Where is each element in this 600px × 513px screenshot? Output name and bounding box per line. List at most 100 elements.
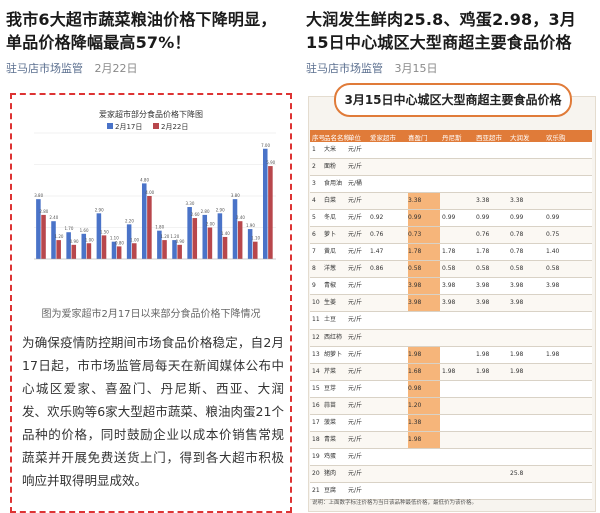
table-cell: 13 [312, 350, 320, 358]
table-cell: 0.58 [476, 265, 490, 273]
bar-label: 2.40 [49, 215, 58, 220]
table-cell: 0.58 [546, 265, 560, 273]
table-row: 17 菠菜 元/斤 1.38 [310, 414, 592, 432]
bar-label: 2.00 [206, 222, 215, 227]
table-cell: 元/桶 [348, 180, 363, 188]
table-cell: 1.98 [510, 367, 524, 375]
table-cell: 元/斤 [348, 214, 363, 222]
table-cell: 8 [312, 265, 316, 273]
bar-label: 1.20 [55, 234, 64, 239]
bar [51, 221, 56, 259]
table-row: 10 生姜 元/斤 3.98 3.98 3.98 3.98 [310, 295, 592, 313]
bar [207, 227, 213, 259]
table-cell: 元/斤 [348, 248, 363, 256]
table-cell: 元/斤 [348, 401, 363, 409]
bar-label: 2.90 [95, 207, 104, 212]
table-cell [546, 415, 582, 431]
bar-label: 1.20 [170, 234, 179, 239]
bar-label: 2.20 [125, 218, 134, 223]
bar [66, 232, 71, 259]
table-cell: 25.8 [510, 469, 524, 477]
table-cell [546, 176, 582, 192]
article-title[interactable]: 大润发生鲜肉25.8、鸡蛋2.98，3月15日中心城区大型商超主要食品价格 [306, 10, 577, 52]
table-cell [442, 312, 474, 328]
article-source[interactable]: 驻马店市场监管 [306, 62, 383, 75]
bar [177, 244, 182, 259]
table-row: 1 大米 元/斤 [310, 142, 592, 160]
table-cell [442, 330, 474, 346]
table-cell: 豆腐 [324, 486, 337, 494]
table-row: 7 黄瓜 元/斤 1.47 1.78 1.78 1.78 0.78 1.40 [310, 244, 592, 262]
article-card: 爱家超市部分食品价格下降图 2月17日 2月22日 3.80 2.40 1.70 1.60 2… [10, 93, 292, 513]
table-cell: 西红柿 [324, 333, 343, 341]
table-cell [546, 466, 582, 482]
bar-label: 0.80 [115, 240, 124, 245]
table-cell: 冬瓜 [324, 214, 337, 222]
table-cell [442, 483, 474, 499]
table-cell: 白菜 [324, 197, 337, 205]
bar [86, 243, 92, 259]
table-cell: 青椒 [324, 282, 337, 290]
article-title[interactable]: 我市6大超市蔬菜粮油价格下降明显，单品价格降幅最高57%！ [6, 10, 277, 52]
table-cell [442, 176, 474, 192]
table-cell: 3.98 [408, 278, 440, 295]
table-cell: 元/斤 [348, 452, 363, 460]
table-cell: 食用油 [324, 180, 343, 188]
table-cell [370, 415, 406, 431]
table-cell: 土豆 [324, 316, 337, 324]
bar [116, 246, 122, 259]
chart-title: 爱家超市部分食品价格下降图 [99, 109, 203, 119]
bar-label: 5.90 [266, 160, 275, 165]
table-cell: 面粉 [324, 163, 337, 171]
table-cell [442, 193, 474, 209]
table-cell: 猪肉 [324, 469, 337, 477]
table-cell [546, 295, 582, 311]
table-cell: 元/斤 [348, 316, 363, 324]
article-meta: 驻马店市场监管 3月15日 [306, 60, 596, 75]
table-cell: 0.58 [408, 261, 440, 278]
table-cell [442, 432, 474, 448]
bar-label: 2.90 [216, 207, 225, 212]
table-cell: 3.38 [408, 193, 440, 210]
table-row: 9 青椒 元/斤 3.98 3.98 3.98 3.98 3.98 [310, 278, 592, 296]
table-cell [476, 330, 508, 346]
table-cell [546, 483, 582, 499]
bar-label: 4.00 [145, 190, 154, 195]
bar-label: 1.90 [246, 223, 255, 228]
bar [157, 230, 162, 259]
bar [232, 199, 238, 259]
table-cell [370, 381, 406, 397]
table-cell: 元/斤 [348, 333, 363, 341]
article-date: 2月22日 [94, 62, 138, 75]
bar [237, 221, 243, 259]
table-cell: 1.98 [510, 350, 524, 358]
table-cell: 0.78 [510, 231, 524, 239]
table-cell: 0.58 [442, 265, 456, 273]
bar-label: 1.10 [110, 236, 119, 241]
table-row: 11 土豆 元/斤 [310, 312, 592, 330]
table-cell [370, 466, 406, 482]
table-cell: 元/斤 [348, 418, 363, 426]
table-cell [510, 142, 544, 158]
table-row: 14 芹菜 元/斤 1.68 1.98 1.98 1.98 [310, 363, 592, 381]
bar [126, 224, 132, 259]
table-cell: 元/斤 [348, 469, 363, 477]
table-cell: 15 [312, 384, 320, 392]
table-cell: 19 [312, 452, 320, 460]
table-cell [408, 466, 440, 482]
table-cell: 0.86 [370, 265, 384, 273]
bar-label: 2.40 [236, 215, 245, 220]
table-cell: 3.98 [476, 299, 490, 307]
table-cell: 1.40 [546, 248, 560, 256]
article-source[interactable]: 驻马店市场监管 [6, 62, 83, 75]
table-header-cell: 欢乐购 [546, 134, 566, 142]
table-header-cell: 爱家超市 [370, 134, 396, 142]
table-cell: 0.73 [408, 227, 440, 244]
table-cell [442, 381, 474, 397]
table-cell: 6 [312, 231, 316, 239]
table-cell: 1.98 [408, 431, 440, 448]
bar [217, 213, 223, 259]
bar [192, 218, 198, 259]
table-row: 15 豆芽 元/斤 0.98 [310, 380, 592, 398]
table-cell [370, 295, 406, 311]
